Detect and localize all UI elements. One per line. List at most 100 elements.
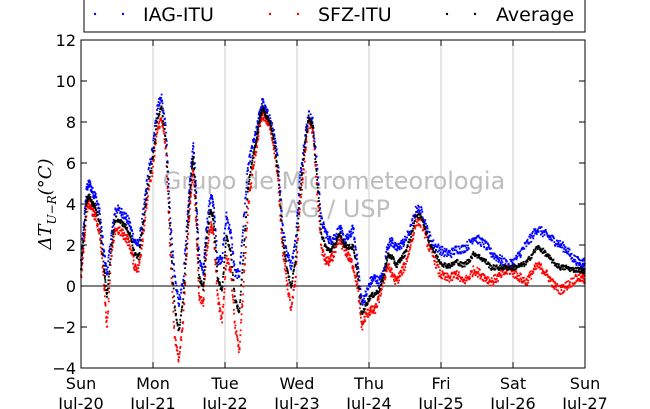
data-point <box>203 249 206 252</box>
data-point <box>180 331 183 334</box>
data-point <box>498 271 501 274</box>
data-point <box>203 269 206 272</box>
data-point <box>556 243 559 246</box>
data-point <box>400 257 402 260</box>
data-point <box>248 154 251 157</box>
data-point <box>492 283 495 285</box>
data-point <box>357 286 360 289</box>
data-point <box>255 137 258 140</box>
data-point <box>478 254 481 257</box>
data-point <box>146 178 148 181</box>
data-point <box>416 209 419 212</box>
data-point <box>511 270 514 273</box>
data-point <box>286 254 288 256</box>
data-point <box>242 280 245 283</box>
data-point <box>124 217 127 220</box>
data-point <box>317 182 320 185</box>
data-point <box>182 298 185 301</box>
data-point <box>163 138 166 141</box>
data-point <box>437 244 440 247</box>
data-point <box>477 234 480 237</box>
data-point <box>391 271 394 274</box>
data-point <box>360 296 363 299</box>
data-point <box>253 163 255 166</box>
data-point <box>100 242 103 245</box>
data-point <box>117 204 119 207</box>
data-point <box>236 307 239 310</box>
data-point <box>170 231 173 234</box>
data-point <box>282 231 285 234</box>
data-point <box>352 266 355 268</box>
data-point <box>257 128 260 131</box>
data-point <box>265 110 268 113</box>
data-point <box>583 272 585 274</box>
data-point <box>498 269 501 271</box>
data-point <box>455 270 458 273</box>
data-point <box>495 256 497 259</box>
data-point <box>426 232 429 235</box>
data-point <box>513 269 515 271</box>
data-point <box>241 303 244 306</box>
data-point <box>179 345 182 348</box>
data-point <box>182 321 185 323</box>
data-point <box>167 212 170 214</box>
data-point <box>196 212 199 215</box>
data-point <box>202 281 205 284</box>
data-point <box>451 249 454 252</box>
data-point <box>153 142 156 145</box>
data-point <box>489 252 492 255</box>
data-point <box>130 249 133 252</box>
data-point <box>300 193 303 196</box>
data-point <box>108 270 111 273</box>
data-point <box>184 258 187 261</box>
data-point <box>379 276 381 279</box>
data-point <box>523 247 526 250</box>
data-point <box>186 247 189 250</box>
data-point <box>222 306 224 308</box>
data-point <box>409 225 412 228</box>
data-point <box>88 184 91 187</box>
data-point <box>221 260 224 263</box>
data-point <box>128 247 131 250</box>
data-point <box>131 253 134 256</box>
data-point <box>316 191 319 194</box>
data-point <box>243 213 246 216</box>
data-point <box>137 267 140 269</box>
data-point <box>313 142 315 145</box>
data-point <box>258 117 261 120</box>
data-point <box>339 239 342 242</box>
data-point <box>85 208 87 211</box>
data-point <box>553 280 556 283</box>
data-point <box>139 243 142 246</box>
data-point <box>325 256 328 259</box>
x-tick-label-date: Jul-20 <box>57 394 103 409</box>
data-point <box>527 279 530 282</box>
data-point <box>430 244 432 246</box>
data-point <box>392 242 395 245</box>
data-point <box>113 213 116 216</box>
data-point <box>170 281 173 284</box>
data-point <box>347 251 350 254</box>
data-point <box>169 221 172 224</box>
data-point <box>472 265 475 268</box>
data-point <box>455 249 458 252</box>
data-point <box>281 245 284 248</box>
data-point <box>135 266 138 268</box>
data-point <box>82 250 85 253</box>
data-point <box>104 275 106 278</box>
data-point <box>317 183 320 186</box>
data-point <box>423 223 425 226</box>
data-point <box>86 204 89 206</box>
data-point <box>133 254 136 257</box>
data-point <box>255 132 257 135</box>
data-point <box>218 256 221 259</box>
data-point <box>244 202 246 205</box>
data-point <box>575 264 578 267</box>
data-point <box>280 227 282 230</box>
data-point <box>168 190 170 193</box>
x-tick-label-day: Sat <box>500 374 526 393</box>
data-point <box>206 231 209 234</box>
data-point <box>151 150 154 152</box>
data-point <box>492 264 495 267</box>
